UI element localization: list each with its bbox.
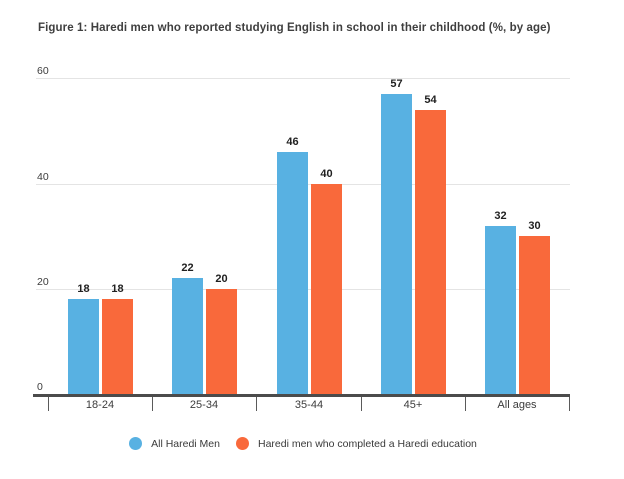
bar-haredi-education — [519, 236, 550, 394]
x-axis-tick — [569, 394, 570, 411]
bar-value-label: 54 — [424, 94, 437, 106]
bar-value-label: 32 — [494, 210, 507, 222]
x-axis-tick — [48, 394, 49, 411]
bar-value-label: 18 — [77, 283, 90, 295]
gridline — [36, 78, 570, 79]
bar-value-label: 20 — [215, 273, 228, 285]
legend: All Haredi Men Haredi men who completed a… — [36, 437, 570, 450]
bar-haredi-education — [206, 289, 237, 394]
x-axis-category-label: 18-24 — [85, 399, 115, 411]
bar-value-label: 30 — [528, 220, 541, 232]
bar-value-label: 40 — [320, 168, 333, 180]
legend-label: All Haredi Men — [151, 437, 220, 450]
bar-all-haredi-men — [381, 94, 412, 394]
legend-item: Haredi men who completed a Haredi educat… — [236, 437, 477, 450]
y-axis-tick-label: 60 — [37, 65, 49, 77]
x-axis-category-label: 45+ — [403, 399, 423, 411]
x-axis-tick — [361, 394, 362, 411]
legend-swatch-blue — [129, 437, 143, 450]
legend-swatch-orange — [236, 437, 249, 450]
x-axis-category-label: All ages — [497, 399, 537, 411]
x-axis-line — [33, 394, 570, 397]
bar-all-haredi-men — [68, 299, 99, 394]
legend-item: All Haredi Men — [129, 437, 220, 450]
x-axis-tick — [256, 394, 257, 411]
bar-all-haredi-men — [172, 278, 203, 394]
legend-label: Haredi men who completed a Haredi educat… — [258, 437, 477, 450]
y-axis-tick-label: 40 — [37, 171, 49, 183]
y-axis-tick-label: 0 — [37, 381, 43, 393]
x-axis-tick — [465, 394, 466, 411]
bar-value-label: 18 — [111, 283, 124, 295]
x-axis-category-label: 35-44 — [294, 399, 324, 411]
bar-haredi-education — [415, 110, 446, 394]
x-axis-category-label: 25-34 — [189, 399, 219, 411]
bar-value-label: 22 — [181, 262, 194, 274]
x-axis-tick — [152, 394, 153, 411]
bar-all-haredi-men — [485, 226, 516, 394]
bar-haredi-education — [102, 299, 133, 394]
bar-all-haredi-men — [277, 152, 308, 394]
y-axis-tick-label: 20 — [37, 276, 49, 288]
chart-title: Figure 1: Haredi men who reported studyi… — [38, 22, 551, 34]
bar-value-label: 46 — [286, 136, 299, 148]
bar-value-label: 57 — [390, 78, 403, 90]
bar-haredi-education — [311, 184, 342, 394]
